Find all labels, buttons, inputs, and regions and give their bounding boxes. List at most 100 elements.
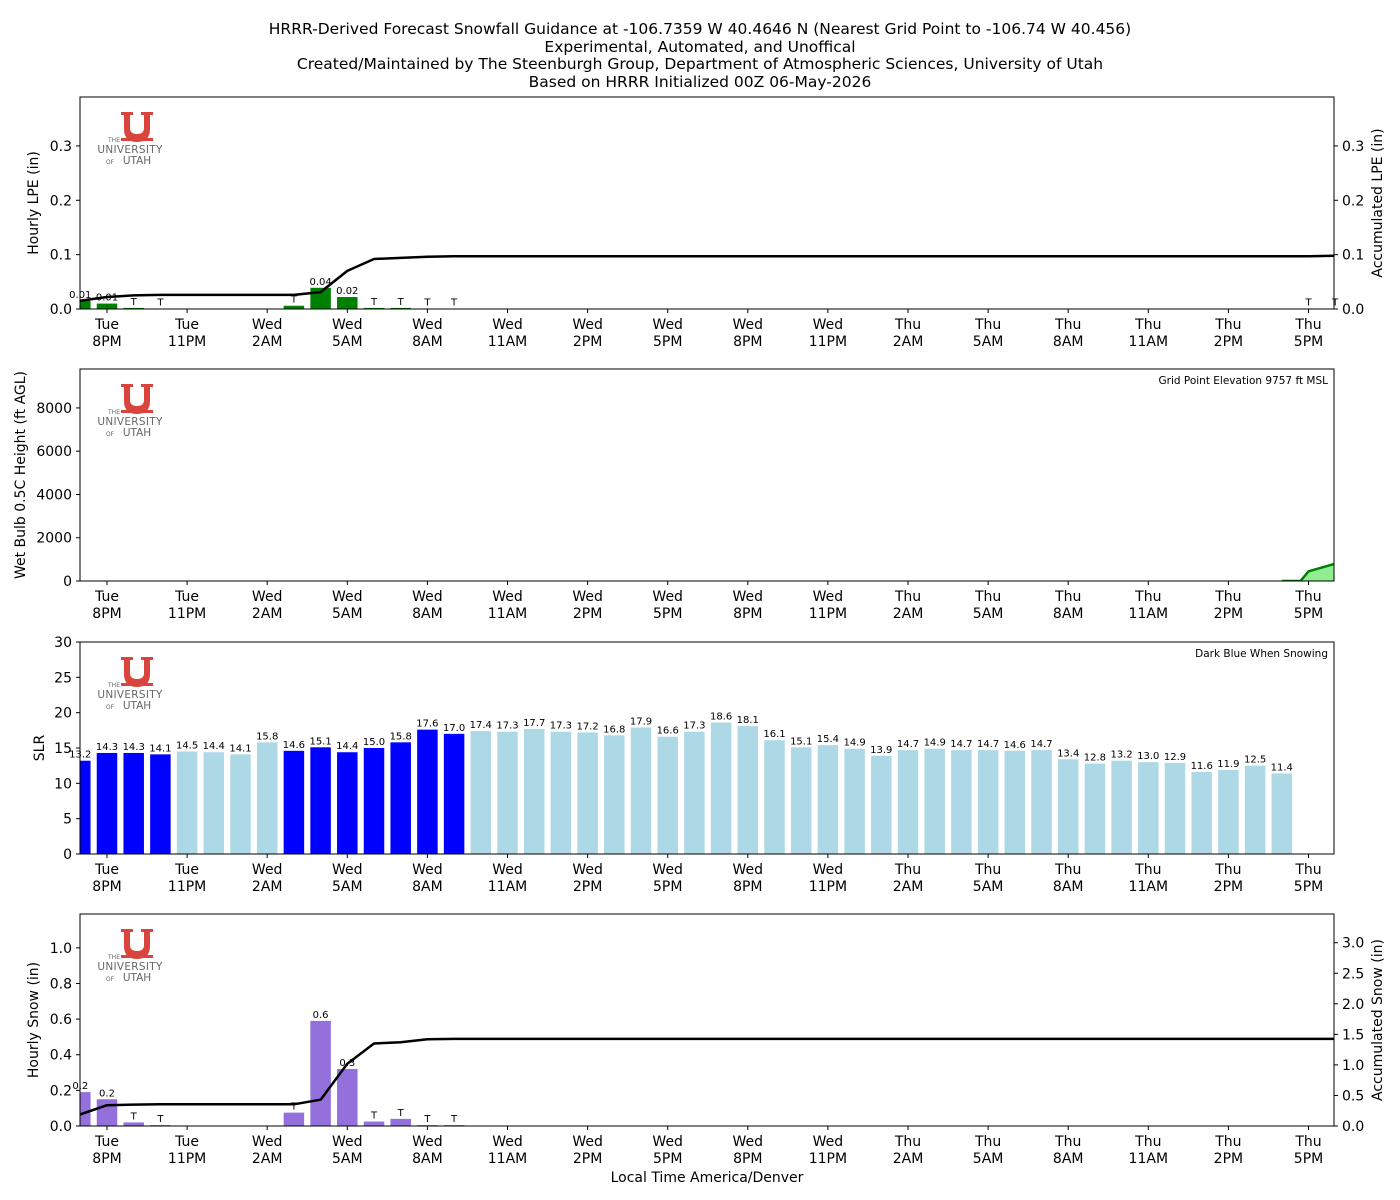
y-tick-label: 0.4 <box>50 1048 72 1064</box>
bars-group <box>80 722 1293 854</box>
bar-label: T <box>450 298 458 309</box>
x-tick-label-day: Tue <box>174 317 199 333</box>
x-tick-label-day: Wed <box>652 862 683 878</box>
y-tick-label: 0.3 <box>50 139 72 155</box>
block-u-base <box>121 410 153 413</box>
y-tick-label: 0.6 <box>50 1012 72 1028</box>
x-tick-label-time: 5PM <box>653 879 682 895</box>
bar-label: 0.02 <box>336 286 358 297</box>
y-tick-label: 15 <box>54 741 72 757</box>
bar-label: 14.4 <box>203 741 225 752</box>
x-tick-label-time: 5AM <box>973 1151 1004 1167</box>
chart-subtitle-experimental: Experimental, Automated, and Unoffical <box>544 37 856 56</box>
bar-label: 16.1 <box>763 729 785 740</box>
x-tick-label-time: 5PM <box>653 334 682 350</box>
bar <box>80 760 91 854</box>
x-tick-label-day: Tue <box>94 317 119 333</box>
x-tick-label-day: Thu <box>1134 317 1161 333</box>
bar <box>1191 772 1212 854</box>
x-tick-label-time: 11PM <box>168 1151 206 1167</box>
x-tick-label-day: Wed <box>733 317 764 333</box>
bar-label: 14.1 <box>229 743 251 754</box>
y-right-tick-label: 0.2 <box>1342 193 1364 209</box>
bar-label: 17.3 <box>550 721 572 732</box>
x-tick-label-day: Wed <box>813 1134 844 1150</box>
x-tick-label-time: 5PM <box>1294 1151 1323 1167</box>
bar <box>630 727 652 854</box>
bar <box>123 307 144 309</box>
bar-label: 11.9 <box>1217 759 1239 770</box>
x-tick-label-time: 11PM <box>809 606 847 622</box>
bar-label: T <box>156 1114 164 1125</box>
bar <box>951 750 972 854</box>
bar <box>283 305 305 309</box>
x-tick-label-day: Wed <box>412 589 443 605</box>
bar-label: T <box>423 298 431 309</box>
bar <box>150 754 171 854</box>
x-tick-label-day: Tue <box>94 1134 119 1150</box>
x-tick-label-day: Wed <box>572 862 603 878</box>
bar-label: 11.4 <box>1271 762 1293 773</box>
bar-label: T <box>397 1108 405 1119</box>
x-tick-label-time: 2AM <box>252 606 283 622</box>
logo-text-of: OF <box>106 159 115 166</box>
y-tick-label: 0.2 <box>50 193 72 209</box>
bar <box>764 740 785 854</box>
bar <box>470 731 492 854</box>
y-right-tick-label: 0.0 <box>1342 1119 1364 1135</box>
x-tick-label-day: Wed <box>813 589 844 605</box>
x-tick-label-time: 5AM <box>973 334 1004 350</box>
x-tick-label-time: 2AM <box>893 606 924 622</box>
logo-text-the: THE <box>107 137 120 144</box>
bar-label: 16.6 <box>657 726 679 737</box>
x-tick-label-day: Wed <box>492 589 523 605</box>
block-u-base <box>121 683 153 686</box>
x-tick-label-day: Thu <box>1294 862 1321 878</box>
bar <box>80 300 91 309</box>
y-right-tick-label: 3.0 <box>1342 936 1364 952</box>
bar-label: 11.6 <box>1191 761 1213 772</box>
bars-group <box>80 287 1334 309</box>
x-tick-label-time: 5AM <box>332 606 363 622</box>
x-tick-label-day: Thu <box>1134 1134 1161 1150</box>
bar <box>443 733 465 854</box>
bar-label: 15.1 <box>309 736 331 747</box>
x-tick-label-time: 11AM <box>488 879 527 895</box>
bar-label: 15.0 <box>363 737 385 748</box>
x-tick-label-time: 2AM <box>252 334 283 350</box>
y-tick-label: 8000 <box>36 401 72 417</box>
x-tick-label-day: Wed <box>652 1134 683 1150</box>
x-tick-label-time: 8AM <box>1053 606 1084 622</box>
x-tick-label-day: Wed <box>652 317 683 333</box>
bar <box>577 732 598 854</box>
x-tick-label-day: Thu <box>1054 1134 1081 1150</box>
bar <box>256 742 278 854</box>
bar-label: 13.9 <box>870 745 892 756</box>
area-group <box>1281 562 1334 581</box>
bar-label: 17.0 <box>443 723 465 734</box>
logo-text-of: OF <box>106 431 115 438</box>
bar-label: 15.8 <box>256 731 278 742</box>
grid-elevation-annotation: Grid Point Elevation 9757 ft MSL <box>1159 375 1329 387</box>
x-tick-label-day: Wed <box>252 317 283 333</box>
bar-label: 14.9 <box>843 738 865 749</box>
bar <box>337 297 358 309</box>
x-tick-label-time: 11AM <box>488 606 527 622</box>
bar-label: 15.4 <box>817 734 839 745</box>
x-tick-label-time: 5PM <box>1294 334 1323 350</box>
x-tick-label-time: 11PM <box>168 606 206 622</box>
bar <box>1031 750 1052 854</box>
block-u-icon <box>121 384 153 414</box>
bar-label: 0.2 <box>99 1088 115 1099</box>
bar-label: T <box>130 297 138 308</box>
y-axis-label: Hourly LPE (in) <box>26 151 42 255</box>
x-tick-label-day: Wed <box>733 862 764 878</box>
bar-label: 13.0 <box>1137 751 1159 762</box>
bar <box>283 750 305 854</box>
x-tick-label-time: 8PM <box>92 334 121 350</box>
y-tick-label: 0.0 <box>50 302 72 318</box>
bar <box>337 1068 358 1126</box>
